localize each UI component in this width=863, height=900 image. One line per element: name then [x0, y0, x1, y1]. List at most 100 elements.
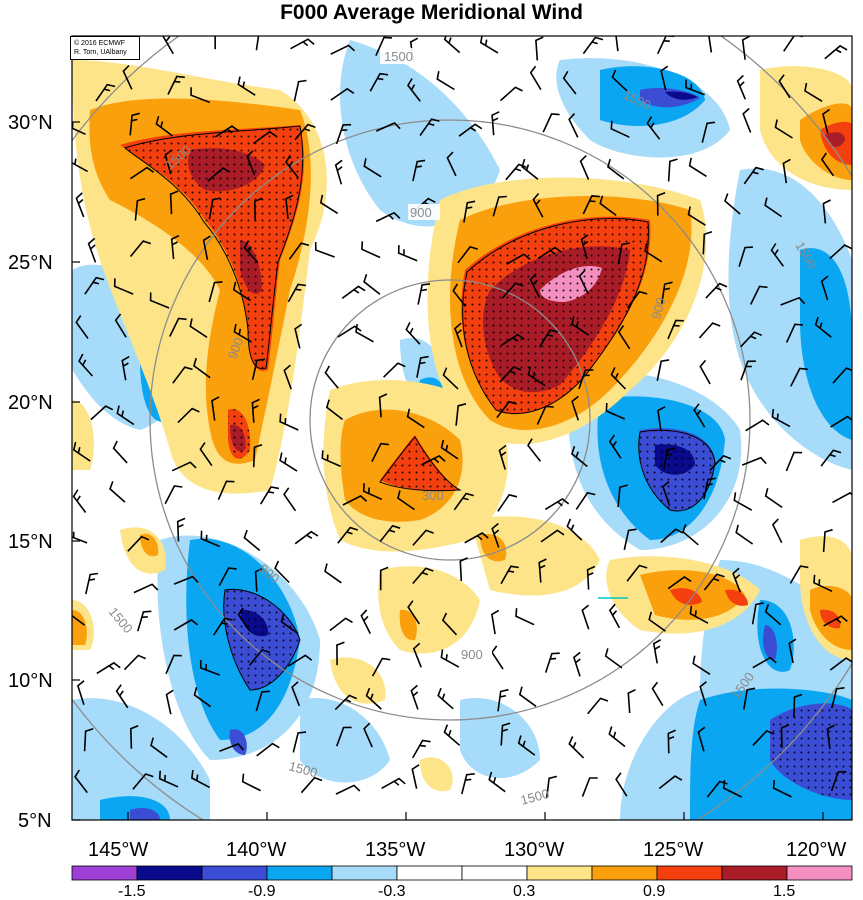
wind-barb [171, 461, 197, 472]
wind-barb [218, 567, 237, 586]
wind-barb [202, 235, 211, 261]
wind-barb [667, 319, 684, 340]
wind-barb [371, 657, 391, 677]
wind-barb [133, 583, 159, 594]
wind-barb [652, 639, 662, 664]
wind-barb [283, 364, 292, 390]
wind-barb [164, 485, 183, 505]
wind-barb [243, 529, 261, 552]
wind-barb [285, 194, 294, 219]
wind-barb [461, 773, 475, 795]
wind-barb [793, 693, 803, 718]
wind-barb [292, 731, 307, 753]
wind-barb [610, 120, 630, 138]
credit-copyright: © 2016 ECMWF [74, 40, 126, 47]
wind-barb [662, 447, 676, 470]
wind-barb [199, 442, 213, 467]
wind-barb [644, 243, 663, 263]
wind-barb [705, 282, 728, 299]
wind-barb [698, 322, 721, 339]
wind-barb [491, 111, 500, 136]
wind-barb [459, 557, 468, 582]
wind-barb [823, 615, 848, 627]
x-tick-label: 120°W [786, 839, 846, 861]
wind-barb [189, 318, 208, 338]
wind-barb [537, 246, 562, 260]
wind-barb [193, 357, 211, 379]
wind-barb [545, 775, 558, 799]
wind-barb [822, 528, 833, 553]
wind-barb [420, 455, 446, 466]
wind-barb [785, 323, 803, 343]
wind-barb [771, 408, 791, 428]
wind-barb [578, 269, 590, 295]
wind-barb [207, 167, 231, 182]
wind-barb [243, 240, 259, 264]
wind-barb [285, 154, 299, 179]
wind-barb [682, 524, 699, 546]
wind-barb [397, 245, 418, 262]
wind-barb [379, 566, 389, 591]
wind-barb [527, 438, 542, 462]
contour-label: 1500 [519, 786, 551, 808]
colorbar-swatch [721, 865, 788, 881]
wind-barb [314, 242, 335, 258]
wind-barb [617, 325, 631, 350]
wind-barb [732, 567, 741, 593]
wind-barb [789, 565, 809, 584]
colorbar-swatch [786, 865, 853, 881]
wind-barb [280, 613, 299, 635]
colorbar-swatch [331, 865, 398, 881]
wind-barb [751, 602, 764, 625]
wind-barb [611, 69, 628, 92]
wind-barb [463, 200, 476, 223]
wind-barb [95, 83, 116, 102]
wind-barb [379, 524, 401, 542]
wind-barb [500, 722, 511, 746]
wind-barb [735, 524, 754, 545]
wind-barb [501, 282, 524, 299]
wind-barb [617, 484, 628, 508]
x-tick-label: 145°W [88, 839, 148, 861]
wind-barb [283, 487, 297, 512]
wind-barb [736, 74, 747, 100]
wind-barb [661, 281, 673, 305]
wind-barb [685, 79, 705, 96]
wind-barb [325, 399, 344, 421]
wind-barb [255, 690, 270, 712]
wind-barb [505, 163, 527, 181]
wind-barb [496, 400, 517, 419]
significance-outlines [123, 125, 716, 691]
wind-barb [829, 657, 852, 671]
wind-barb [687, 206, 706, 226]
y-tick-label: 5°N [18, 810, 52, 832]
wind-barb [78, 353, 93, 377]
wind-barb [617, 242, 630, 265]
colorbar-swatch [591, 865, 658, 881]
contour-label: 900 [410, 205, 432, 220]
wind-barb [443, 36, 461, 54]
wind-barb [208, 197, 221, 220]
wind-barb [544, 498, 570, 511]
wind-barb [72, 441, 91, 462]
wind-barb [455, 403, 467, 426]
wind-barb [697, 726, 706, 752]
wind-barb [341, 285, 366, 299]
wind-barb [419, 118, 440, 136]
wind-barb [527, 366, 546, 387]
wind-barb [329, 617, 353, 632]
wind-barb [335, 784, 361, 795]
wind-barb [742, 107, 752, 133]
wind-barb [538, 329, 559, 348]
wind-barb [337, 526, 359, 544]
wind-barb [832, 367, 852, 384]
wind-barb [542, 113, 560, 133]
wind-barb [506, 253, 531, 265]
wind-barb [586, 565, 596, 590]
wind-barb [627, 688, 636, 714]
x-tick-labels: 145°W 140°W 135°W 130°W 125°W 120°W [88, 839, 846, 861]
wind-barb [740, 331, 763, 348]
wind-barb [176, 517, 186, 542]
wind-barb [355, 323, 374, 343]
colorbar-label: 1.5 [773, 883, 795, 900]
